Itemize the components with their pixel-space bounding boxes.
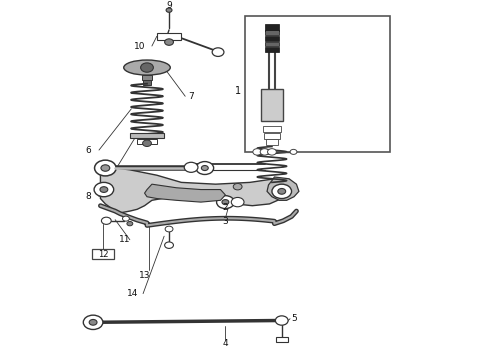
Circle shape — [166, 8, 172, 12]
Circle shape — [260, 149, 269, 155]
Bar — [157, 33, 181, 40]
Text: 3: 3 — [222, 217, 228, 226]
Circle shape — [122, 216, 129, 221]
Circle shape — [253, 149, 262, 155]
Circle shape — [143, 140, 151, 147]
Circle shape — [165, 226, 173, 232]
Text: 12: 12 — [98, 249, 108, 258]
Text: 1: 1 — [235, 86, 241, 96]
Circle shape — [196, 162, 214, 175]
Circle shape — [201, 166, 208, 171]
Text: 5: 5 — [291, 314, 297, 323]
Bar — [265, 42, 279, 46]
Circle shape — [217, 195, 234, 208]
Circle shape — [83, 315, 103, 329]
Text: 14: 14 — [126, 289, 138, 298]
Text: 8: 8 — [85, 192, 91, 201]
Polygon shape — [100, 168, 289, 213]
Bar — [266, 139, 278, 145]
Text: 10: 10 — [134, 41, 146, 50]
Bar — [265, 48, 279, 52]
Circle shape — [233, 184, 242, 190]
Circle shape — [100, 187, 108, 193]
Circle shape — [165, 242, 173, 248]
Circle shape — [212, 48, 224, 57]
Circle shape — [231, 197, 244, 207]
Circle shape — [127, 221, 133, 226]
Bar — [137, 139, 157, 144]
Text: 2: 2 — [222, 203, 228, 212]
Bar — [265, 24, 279, 31]
Circle shape — [141, 63, 153, 72]
Circle shape — [272, 184, 292, 198]
Polygon shape — [145, 184, 225, 202]
Text: 7: 7 — [188, 92, 194, 101]
Text: 13: 13 — [139, 271, 150, 280]
Bar — [130, 132, 164, 138]
Text: 4: 4 — [222, 339, 228, 348]
Bar — [263, 126, 281, 132]
Circle shape — [165, 39, 173, 45]
Text: 9: 9 — [166, 1, 172, 10]
Bar — [143, 81, 151, 85]
Polygon shape — [267, 177, 299, 200]
Bar — [142, 75, 152, 81]
Circle shape — [222, 199, 229, 204]
Circle shape — [89, 319, 97, 325]
Text: 6: 6 — [85, 145, 91, 154]
Bar — [264, 133, 280, 139]
Circle shape — [290, 149, 297, 154]
Ellipse shape — [123, 60, 171, 75]
Circle shape — [278, 189, 286, 194]
Bar — [92, 249, 114, 259]
Circle shape — [184, 162, 198, 172]
Circle shape — [94, 183, 114, 197]
Circle shape — [268, 149, 276, 155]
Circle shape — [95, 160, 116, 176]
Bar — [245, 15, 390, 152]
Bar — [265, 36, 279, 41]
Circle shape — [275, 316, 288, 325]
Circle shape — [101, 217, 111, 224]
Text: 11: 11 — [119, 235, 131, 244]
Bar — [261, 89, 283, 121]
Bar — [276, 337, 288, 342]
Bar — [265, 30, 279, 35]
Circle shape — [101, 165, 110, 171]
